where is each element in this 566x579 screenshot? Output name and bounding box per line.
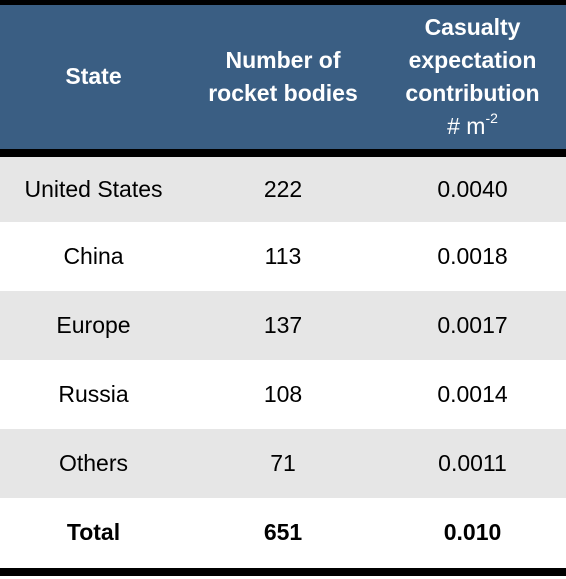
cell-casualty: 0.0017 xyxy=(379,290,566,360)
cell-state: United States xyxy=(0,152,187,222)
cell-rocket-bodies: 113 xyxy=(187,221,379,291)
table-header: State Number of rocket bodies Casualty e… xyxy=(0,0,566,153)
table-row: China 113 0.0018 xyxy=(0,221,566,291)
cell-casualty: 0.0011 xyxy=(379,428,566,498)
cell-state: China xyxy=(0,221,187,291)
total-state: Total xyxy=(0,497,187,576)
cell-rocket-bodies: 108 xyxy=(187,359,379,429)
cell-casualty: 0.0014 xyxy=(379,359,566,429)
header-casualty-line2: expectation xyxy=(408,46,537,73)
header-casualty-line1: Casualty xyxy=(424,13,521,40)
table-row: Others 71 0.0011 xyxy=(0,428,566,498)
total-rocket-bodies: 651 xyxy=(187,497,379,576)
cell-state: Russia xyxy=(0,359,187,429)
header-state-label: State xyxy=(65,63,122,90)
header-state: State xyxy=(0,0,187,153)
cell-rocket-bodies: 137 xyxy=(187,290,379,360)
header-row: State Number of rocket bodies Casualty e… xyxy=(0,0,566,153)
header-rocket-bodies: Number of rocket bodies xyxy=(187,0,379,153)
cell-casualty: 0.0040 xyxy=(379,152,566,222)
total-row: Total 651 0.010 xyxy=(0,497,566,576)
header-casualty-unit: # m-2 xyxy=(385,110,560,143)
total-casualty: 0.010 xyxy=(379,497,566,576)
cell-rocket-bodies: 71 xyxy=(187,428,379,498)
header-casualty-unit-exponent: -2 xyxy=(485,110,498,127)
cell-rocket-bodies: 222 xyxy=(187,152,379,222)
header-rocket-bodies-line2: rocket bodies xyxy=(208,79,358,106)
header-casualty-unit-base: # m xyxy=(447,112,486,139)
cell-casualty: 0.0018 xyxy=(379,221,566,291)
header-casualty: Casualty expectation contribution # m-2 xyxy=(379,0,566,153)
table-row: Europe 137 0.0017 xyxy=(0,290,566,360)
header-casualty-line3: contribution xyxy=(405,79,540,106)
cell-state: Others xyxy=(0,428,187,498)
table-row: Russia 108 0.0014 xyxy=(0,359,566,429)
cell-state: Europe xyxy=(0,290,187,360)
table-body: United States 222 0.0040 China 113 0.001… xyxy=(0,152,566,576)
header-rocket-bodies-line1: Number of xyxy=(225,46,341,73)
table-row: United States 222 0.0040 xyxy=(0,152,566,222)
